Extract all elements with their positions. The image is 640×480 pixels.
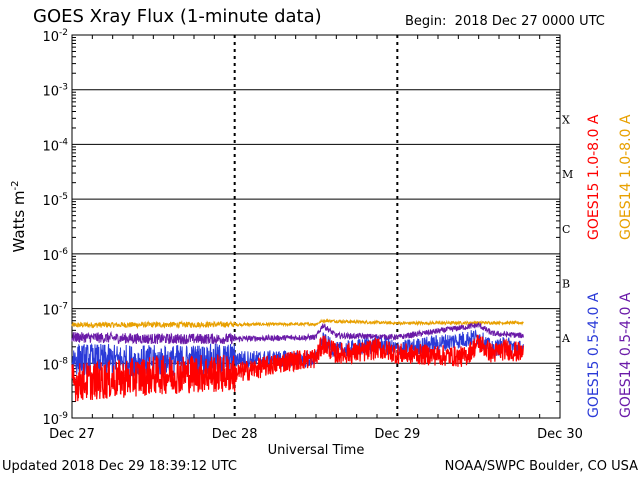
y-tick-label: 10-3 [42,83,68,100]
flare-class-label: C [562,223,570,236]
legend-entry: GOES14 1.0-8.0 A [618,114,634,240]
y-axis-label: Watts m-2 [10,180,28,252]
x-axis-label: Universal Time [268,443,365,458]
y-tick-label: 10-6 [42,247,68,264]
flare-class-label: X [562,113,570,126]
series-line-2 [71,318,524,330]
legend-entry: GOES14 0.5-4.0 A [618,292,634,418]
data-credit: NOAA/SWPC Boulder, CO USA [444,459,638,474]
y-tick-label: 10-7 [42,302,68,319]
x-tick-label: Dec 30 [537,427,583,442]
y-tick-label: 10-9 [42,411,68,428]
x-tick-label: Dec 27 [49,427,95,442]
begin-label: Begin: [405,14,447,29]
legend-entry: GOES15 1.0-8.0 A [586,114,602,240]
chart-title: GOES Xray Flux (1-minute data) [33,6,322,27]
flare-class-label: B [562,277,570,290]
y-tick-label: 10-8 [42,356,68,373]
y-tick-label: 10-2 [42,28,68,45]
flare-class-label: A [561,332,571,345]
begin-timestamp: Begin: 2018 Dec 27 0000 UTC [405,14,605,29]
x-tick-label: Dec 29 [374,427,420,442]
x-tick-label: Dec 28 [212,427,258,442]
series-line-1 [71,334,524,402]
flare-class-label: M [562,168,573,181]
y-tick-label: 10-4 [42,137,68,154]
y-tick-label: 10-5 [42,192,68,209]
legend-entry: GOES15 0.5-4.0 A [586,292,602,418]
begin-value: 2018 Dec 27 0000 UTC [454,14,605,29]
series-line-4 [71,322,524,346]
updated-timestamp: Updated 2018 Dec 29 18:39:12 UTC [2,459,237,474]
